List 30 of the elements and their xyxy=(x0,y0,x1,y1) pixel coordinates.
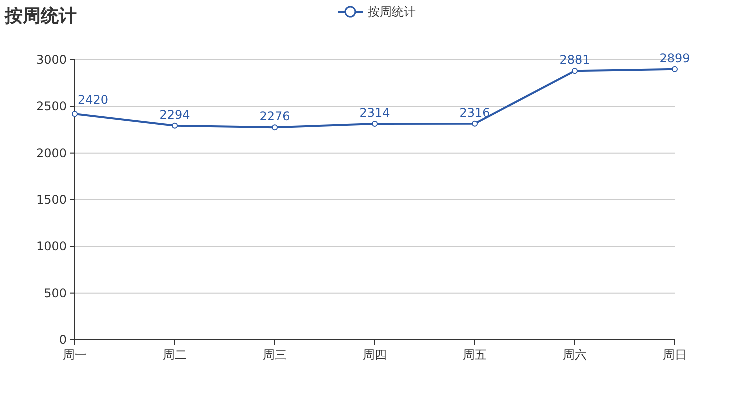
data-label: 2276 xyxy=(260,110,290,124)
point xyxy=(272,124,278,131)
point xyxy=(72,111,78,118)
data-label: 2294 xyxy=(160,108,190,122)
point xyxy=(172,122,178,129)
data-label: 2899 xyxy=(660,51,690,66)
point xyxy=(372,121,378,128)
point xyxy=(472,120,478,127)
point xyxy=(572,68,578,74)
y-tick-label: 1000 xyxy=(36,240,67,254)
data-label: 2314 xyxy=(360,106,390,120)
data-label: 2881 xyxy=(560,53,590,68)
x-tick-label: 周三 xyxy=(263,348,287,362)
x-tick-label: 周二 xyxy=(163,348,187,362)
data-label: 2420 xyxy=(78,93,109,108)
x-tick-label: 周五 xyxy=(463,348,487,362)
point xyxy=(672,66,678,72)
y-tick-label: 0 xyxy=(59,333,67,347)
x-tick-label: 周四 xyxy=(363,348,387,362)
y-tick-label: 1500 xyxy=(36,193,67,207)
legend-label: 按周统计 xyxy=(368,5,416,19)
y-tick-label: 3000 xyxy=(36,53,67,67)
chart-title: 按周统计 xyxy=(4,6,77,27)
data-label: 2316 xyxy=(460,106,490,120)
y-tick-label: 2000 xyxy=(36,146,67,160)
x-tick-label: 周日 xyxy=(663,348,687,362)
y-tick-label: 500 xyxy=(44,286,67,300)
x-tick-label: 周六 xyxy=(563,348,587,362)
y-tick-label: 2500 xyxy=(36,100,67,114)
x-tick-label: 周一 xyxy=(63,348,87,362)
